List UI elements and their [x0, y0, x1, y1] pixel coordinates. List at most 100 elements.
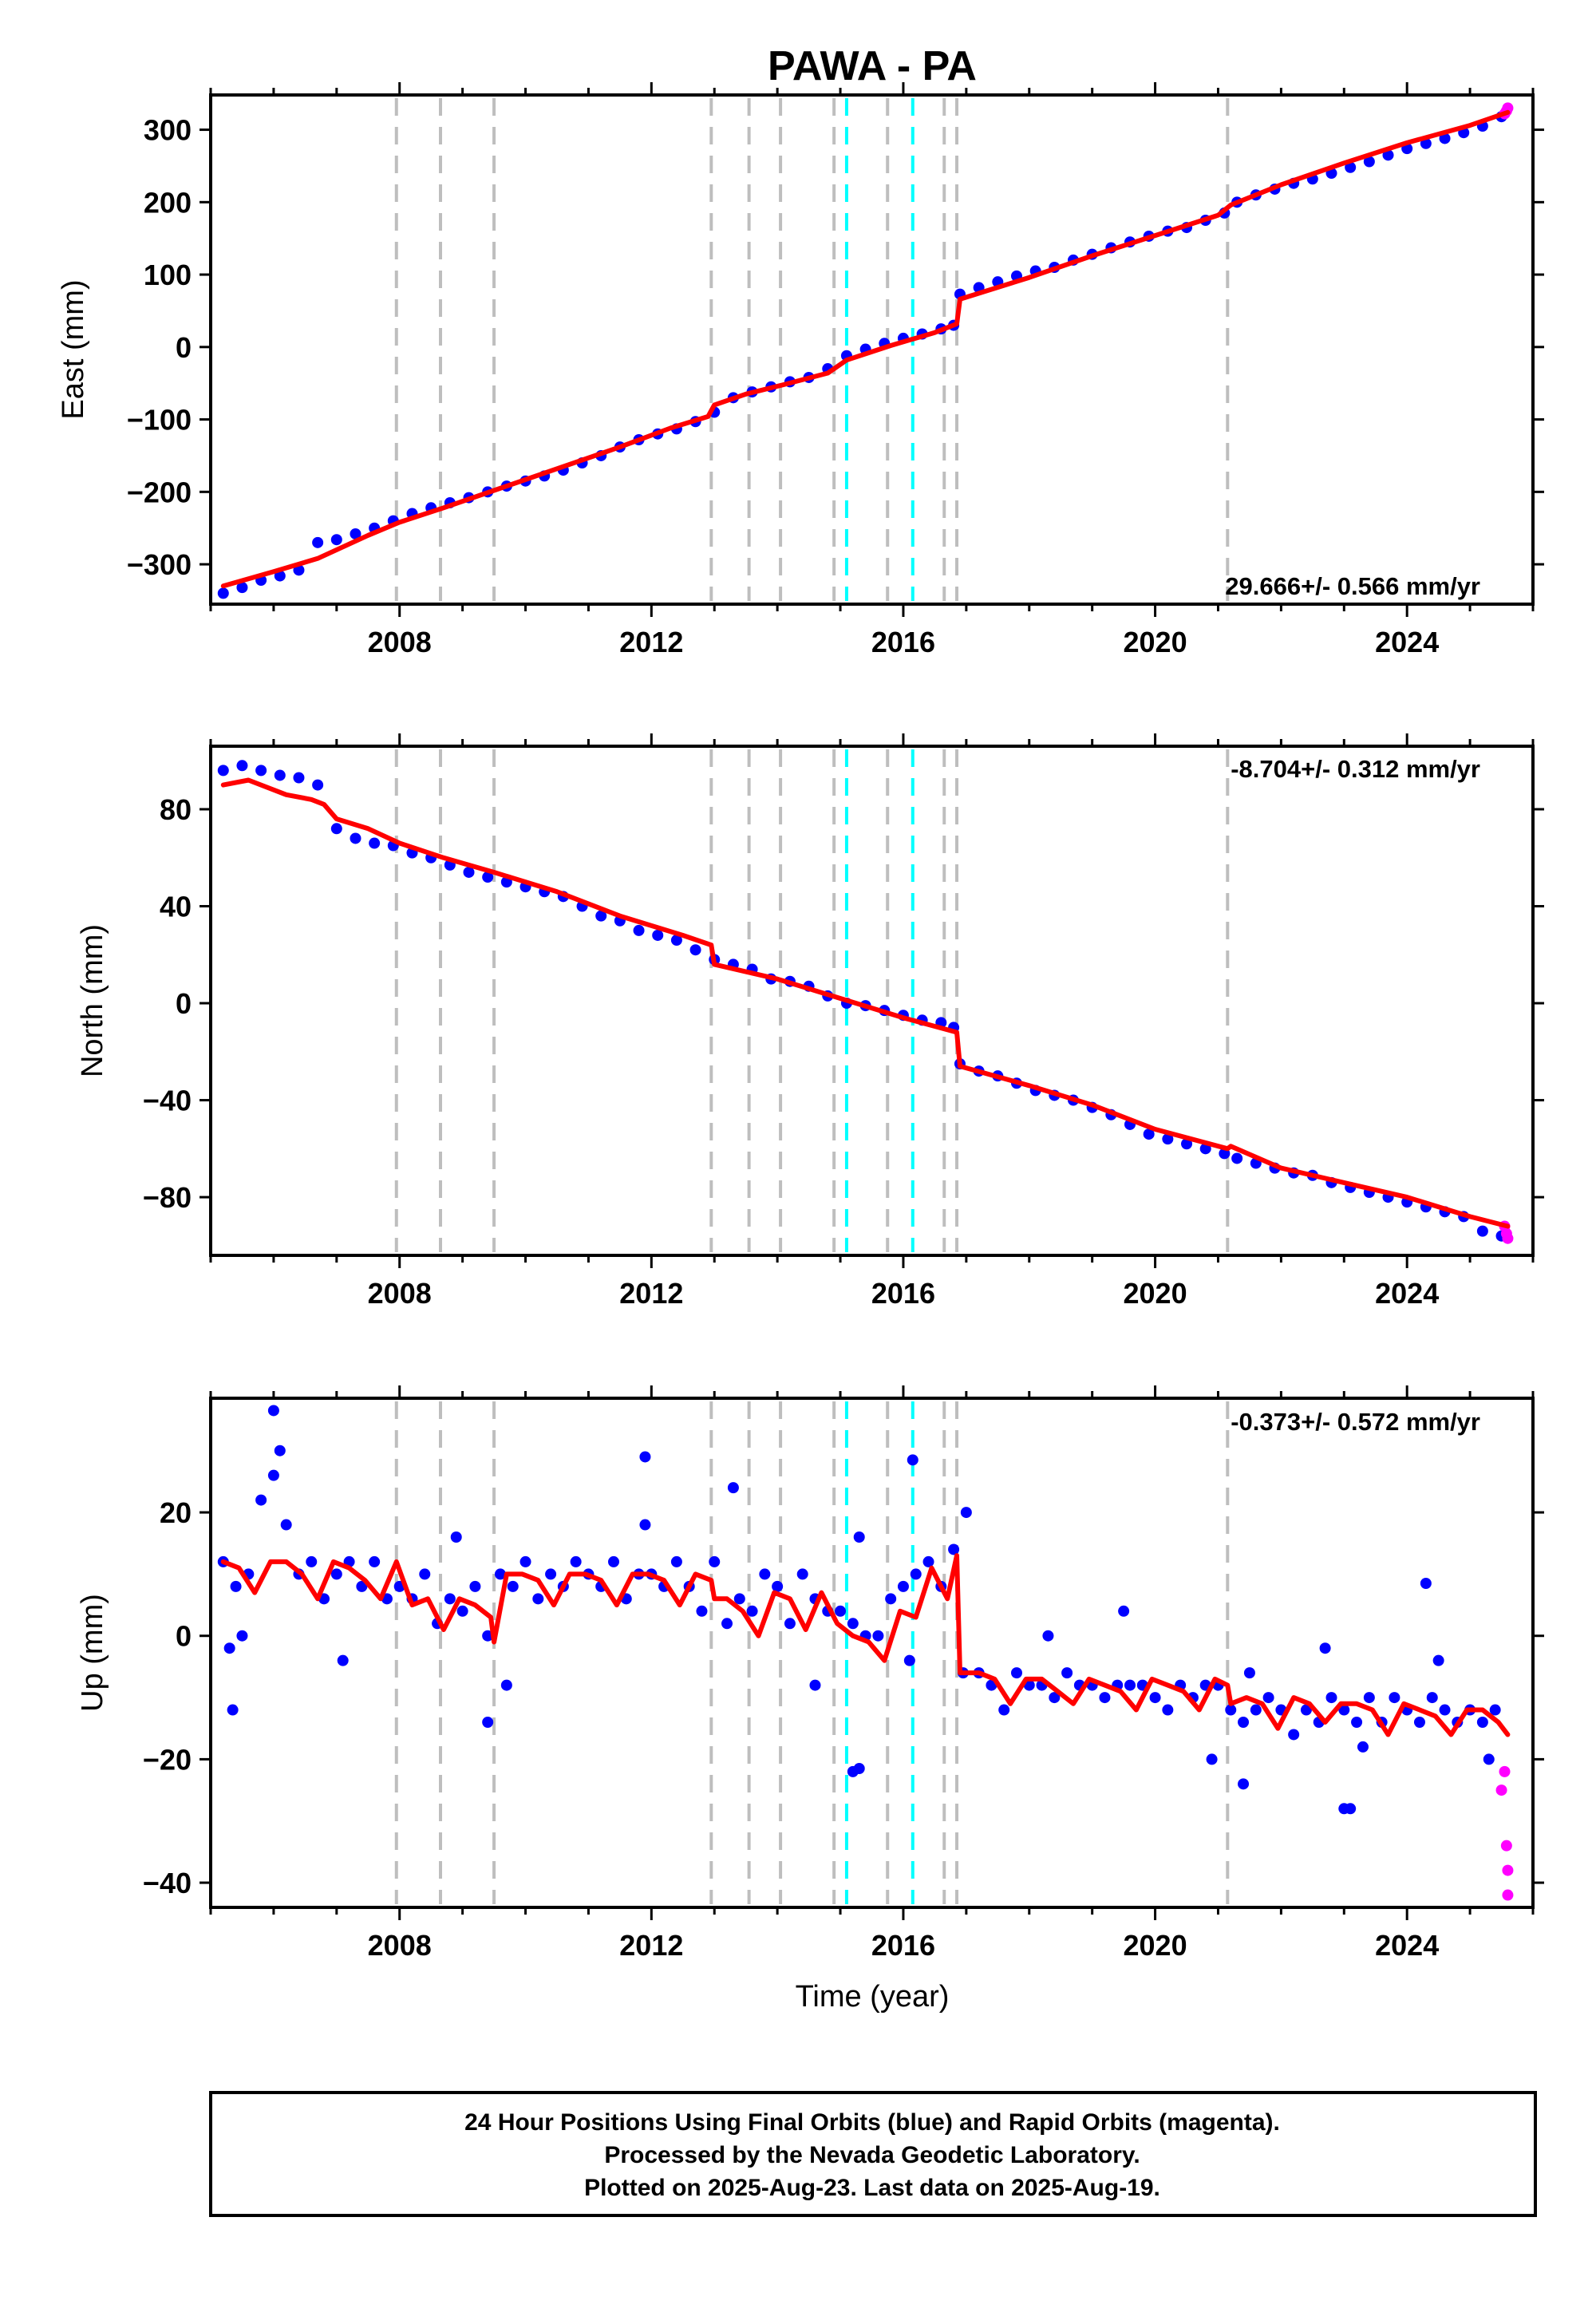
north-point-0-24	[670, 935, 682, 947]
up-point-0-11	[356, 1580, 368, 1592]
up-model-line	[220, 1553, 1511, 1737]
footer-line-2: Processed by the Nevada Geodetic Laborat…	[604, 2142, 1140, 2168]
north-point-0-8	[369, 837, 381, 849]
north-point-0-3	[274, 769, 286, 781]
up-point-0-58	[948, 1543, 960, 1555]
up-point-0-116	[1243, 1667, 1255, 1679]
east-point-0-7	[350, 528, 361, 539]
up-point-0-108	[727, 1482, 739, 1494]
up-point-0-112	[960, 1507, 972, 1519]
north-point-0-51	[1162, 1133, 1174, 1145]
north-point-0-13	[463, 866, 475, 878]
north-rate-label: -8.704+/- 0.312 mm/yr	[1231, 755, 1480, 783]
up-point-0-115	[1206, 1753, 1218, 1765]
up-offset-lines	[394, 1401, 1230, 1904]
east-point-0-62	[1363, 156, 1375, 168]
north-panel: −80 −40 0 40 80 2008 2012 2016 2020 2024 North (…	[76, 733, 1544, 1310]
north-point-0-22	[633, 924, 645, 936]
up-point-0-54	[897, 1580, 909, 1592]
up-y-tick-label--20: −20	[143, 1743, 192, 1776]
up-point-0-83	[1262, 1692, 1274, 1704]
up-point-0-40	[721, 1618, 733, 1630]
north-point-0-68	[1476, 1225, 1488, 1237]
footer-line-1: 24 Hour Positions Using Final Orbits (bl…	[464, 2109, 1280, 2136]
up-point-0-81	[1238, 1717, 1250, 1728]
up-point-0-7	[306, 1555, 318, 1567]
up-point-0-104	[337, 1654, 349, 1666]
up-rate-label: -0.373+/- 0.572 mm/yr	[1231, 1408, 1480, 1436]
up-point-0-121	[236, 1630, 248, 1642]
up-point-0-49	[835, 1605, 847, 1617]
east-x-tick-label-2020: 2020	[1124, 626, 1187, 658]
north-model-line	[220, 777, 1511, 1229]
north-point-0-25	[689, 944, 701, 956]
east-y-tick-label--100: −100	[127, 404, 192, 437]
up-point-2-4	[1502, 1889, 1514, 1901]
north-y-tick-label--40: −40	[143, 1085, 192, 1117]
up-point-0-45	[784, 1618, 796, 1630]
figure-title: PAWA - PA	[768, 43, 977, 89]
up-point-0-56	[922, 1555, 934, 1567]
up-point-0-109	[809, 1679, 821, 1691]
up-x-tick-label-2012: 2012	[619, 1929, 683, 1962]
north-y-tick-label-0: 0	[176, 987, 192, 1020]
up-point-0-106	[500, 1679, 512, 1691]
east-y-axis-label: East (mm)	[57, 279, 90, 419]
up-point-0-9	[330, 1568, 342, 1580]
up-y-tick-label-0: 0	[176, 1620, 192, 1653]
up-point-1-2	[639, 1451, 651, 1463]
east-rate-label: 29.666+/- 0.566 mm/yr	[1225, 572, 1480, 600]
east-y-tick-label--200: −200	[127, 476, 192, 508]
up-point-0-46	[796, 1568, 808, 1580]
east-x-tick-label-2012: 2012	[619, 626, 683, 658]
up-point-0-93	[1389, 1692, 1400, 1704]
up-x-ticks: 2008 2012 2016 2020 2024	[209, 1385, 1535, 1962]
up-model-series-line	[220, 1553, 1511, 1737]
up-point-0-20	[469, 1580, 481, 1592]
east-point-0-63	[1382, 149, 1394, 161]
north-y-tick-label-80: 80	[160, 793, 192, 826]
east-y-tick-label-300: 300	[144, 114, 192, 147]
up-point-0-105	[450, 1531, 462, 1543]
up-point-0-43	[759, 1568, 771, 1580]
up-point-0-91	[1363, 1692, 1375, 1704]
east-y-tick-label-200: 200	[144, 186, 192, 219]
up-point-0-102	[223, 1642, 235, 1654]
up-x-tick-label-2016: 2016	[871, 1929, 935, 1962]
up-point-0-89	[1338, 1704, 1350, 1716]
north-plot-frame	[209, 745, 1535, 1257]
north-point-0-5	[312, 779, 324, 791]
up-point-0-107	[639, 1519, 651, 1531]
east-x-ticks: 2008 2012 2016 2020 2024	[209, 82, 1535, 658]
east-point-0-6	[330, 534, 342, 546]
up-point-0-50	[847, 1618, 859, 1630]
east-point-0-1	[236, 582, 248, 594]
east-point-0-5	[312, 536, 324, 548]
east-y-tick-label-0: 0	[176, 331, 192, 364]
up-point-0-52	[872, 1630, 884, 1642]
up-x-axis-label: Time (year)	[796, 1980, 950, 2014]
north-x-ticks: 2008 2012 2016 2020 2024	[209, 733, 1535, 1310]
north-point-0-50	[1143, 1128, 1155, 1140]
up-points	[217, 1405, 1514, 1901]
up-point-0-70	[1099, 1692, 1111, 1704]
up-point-0-36	[670, 1555, 682, 1567]
up-point-0-22	[494, 1568, 506, 1580]
east-model-line	[220, 109, 1511, 589]
up-point-0-113	[1042, 1630, 1054, 1642]
up-point-1-5	[1420, 1578, 1432, 1589]
east-y-tick-label-100: 100	[144, 259, 192, 291]
up-point-0-24	[519, 1555, 531, 1567]
north-offset-lines	[394, 749, 1230, 1252]
north-point-0-7	[350, 832, 361, 844]
north-y-ticks: −80 −40 0 40 80	[143, 793, 1544, 1214]
north-x-tick-label-2012: 2012	[619, 1277, 683, 1310]
north-point-0-2	[255, 765, 267, 777]
up-point-0-97	[1439, 1704, 1451, 1716]
north-y-tick-label--80: −80	[143, 1181, 192, 1214]
up-point-0-42	[746, 1605, 758, 1617]
north-point-0-14	[482, 871, 494, 883]
north-point-0-0	[217, 765, 229, 777]
up-point-1-1	[267, 1405, 279, 1417]
